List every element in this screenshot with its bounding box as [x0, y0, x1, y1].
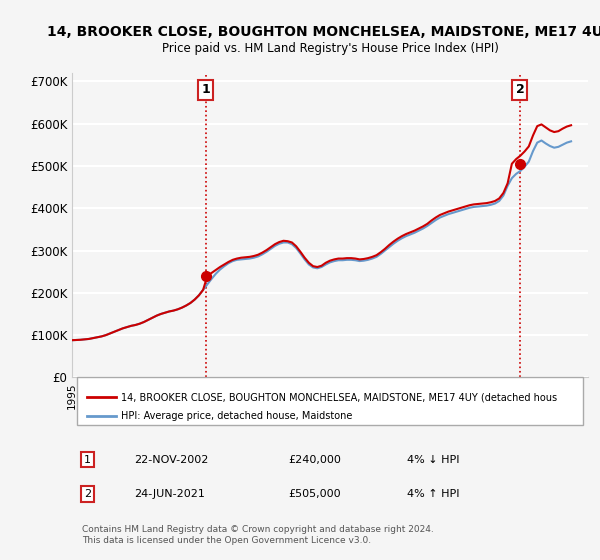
FancyBboxPatch shape: [77, 377, 583, 426]
Text: Price paid vs. HM Land Registry's House Price Index (HPI): Price paid vs. HM Land Registry's House …: [161, 42, 499, 55]
Text: HPI: Average price, detached house, Maidstone: HPI: Average price, detached house, Maid…: [121, 411, 352, 421]
Text: Contains HM Land Registry data © Crown copyright and database right 2024.
This d: Contains HM Land Registry data © Crown c…: [82, 525, 434, 545]
Text: 2: 2: [515, 83, 524, 96]
Text: 22-NOV-2002: 22-NOV-2002: [134, 455, 208, 465]
Text: 14, BROOKER CLOSE, BOUGHTON MONCHELSEA, MAIDSTONE, ME17 4UY: 14, BROOKER CLOSE, BOUGHTON MONCHELSEA, …: [47, 25, 600, 39]
Text: £505,000: £505,000: [289, 489, 341, 499]
Text: £240,000: £240,000: [289, 455, 341, 465]
Text: 24-JUN-2021: 24-JUN-2021: [134, 489, 205, 499]
Text: 1: 1: [201, 83, 210, 96]
Text: 4% ↓ HPI: 4% ↓ HPI: [407, 455, 460, 465]
Text: 1: 1: [84, 455, 91, 465]
Text: 4% ↑ HPI: 4% ↑ HPI: [407, 489, 460, 499]
Text: 14, BROOKER CLOSE, BOUGHTON MONCHELSEA, MAIDSTONE, ME17 4UY (detached hous: 14, BROOKER CLOSE, BOUGHTON MONCHELSEA, …: [121, 392, 557, 402]
Text: 2: 2: [84, 489, 91, 499]
